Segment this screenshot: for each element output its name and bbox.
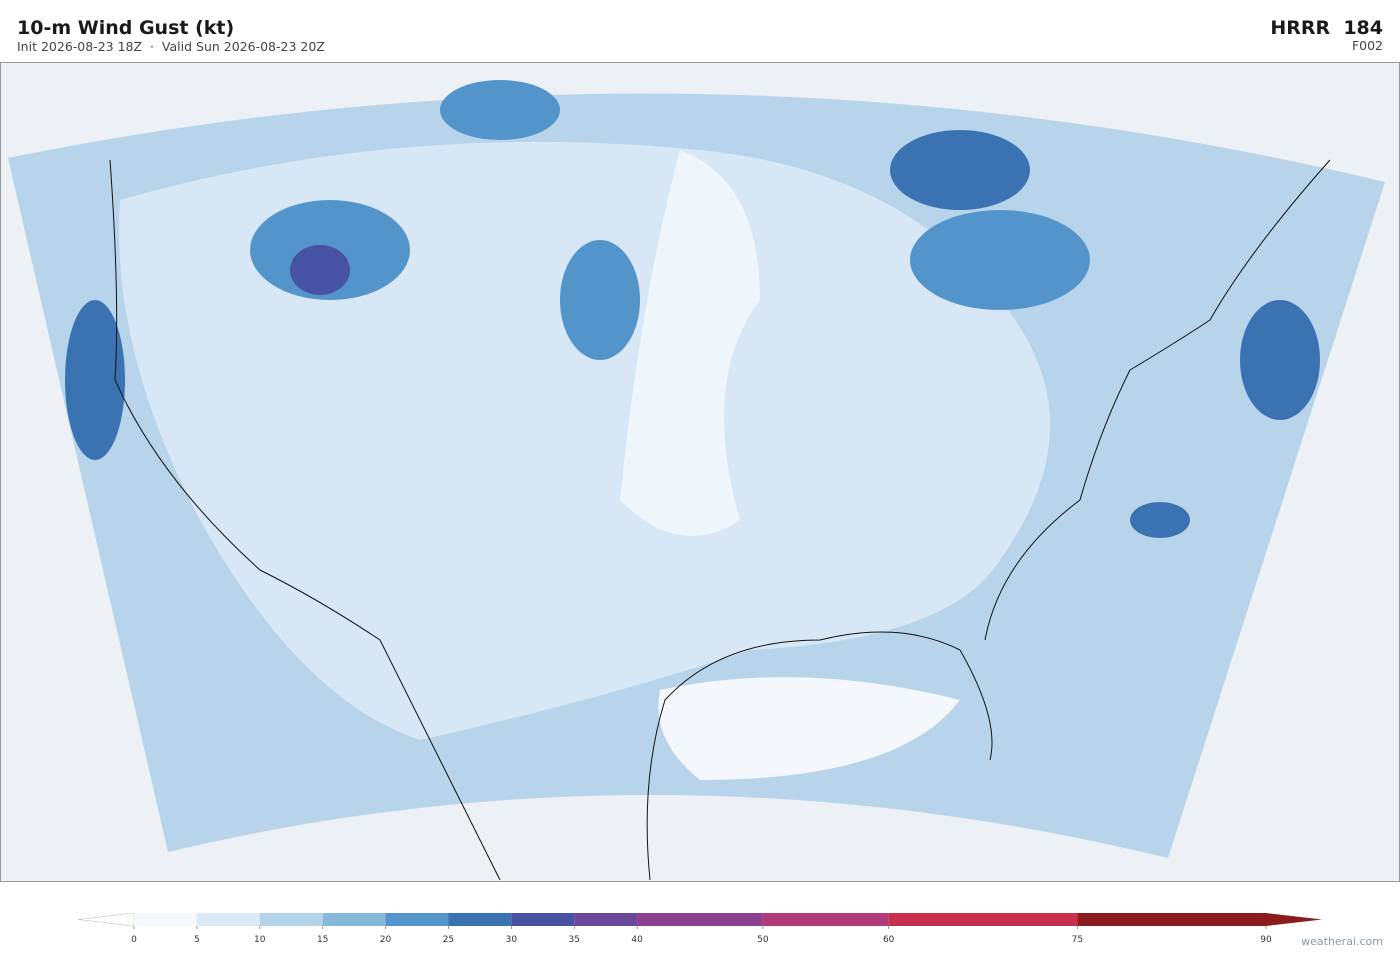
wind-region	[440, 80, 560, 140]
colorbar-bin	[1077, 913, 1266, 926]
colorbar-bin	[574, 913, 638, 926]
colorbar-bin	[134, 913, 197, 926]
colorbar-tick-label: 20	[380, 935, 392, 945]
calm-area	[620, 150, 760, 536]
colorbar-tick-label: 60	[883, 935, 895, 945]
wind-region	[910, 210, 1090, 310]
colorbar-tick-label: 0	[131, 935, 137, 945]
gulf-calm	[658, 677, 960, 780]
wind-region	[560, 240, 640, 360]
colorbar-under	[77, 912, 135, 927]
wind-region	[290, 245, 350, 295]
colorbar: 0 5 10 15 20 25 30 35 40 50 60 75 90	[77, 912, 1322, 945]
colorbar-bin	[322, 913, 386, 926]
colorbar-tick-label: 75	[1072, 935, 1083, 945]
map	[0, 62, 1400, 882]
title: 10-m Wind Gust (kt)	[17, 17, 234, 39]
forecast-hour: F002	[1352, 38, 1383, 53]
wind-region	[1130, 502, 1190, 538]
colorbar-tick-label: 15	[317, 935, 328, 945]
colorbar-bin	[511, 913, 575, 926]
colorbar-bin	[448, 913, 512, 926]
colorbar-tick-label: 90	[1260, 935, 1272, 945]
colorbar-bin	[259, 913, 323, 926]
colorbar-bin	[637, 913, 763, 926]
credit: weatherai.com	[1301, 935, 1383, 948]
colorbar-tick-label: 35	[568, 935, 579, 945]
wind-region	[890, 130, 1030, 210]
colorbar-tick-label: 10	[254, 935, 266, 945]
model-label: HRRR 184	[1270, 17, 1383, 39]
colorbar-bin	[196, 913, 260, 926]
colorbar-bin	[888, 913, 1078, 926]
colorbar-tick-label: 5	[194, 935, 200, 945]
colorbar-tick-label: 50	[757, 935, 769, 945]
colorbar-tick-label: 25	[443, 935, 454, 945]
subtitle: Init 2026-08-23 18Z · Valid Sun 2026-08-…	[17, 39, 325, 54]
wind-region	[65, 300, 125, 460]
colorbar-tick-label: 30	[506, 935, 518, 945]
colorbar-over	[1266, 913, 1322, 926]
colorbar-tick-label: 40	[631, 935, 643, 945]
coastline	[109, 159, 1331, 881]
wind-region	[1240, 300, 1320, 420]
colorbar-bin	[762, 913, 889, 926]
colorbar-bin	[385, 913, 449, 926]
